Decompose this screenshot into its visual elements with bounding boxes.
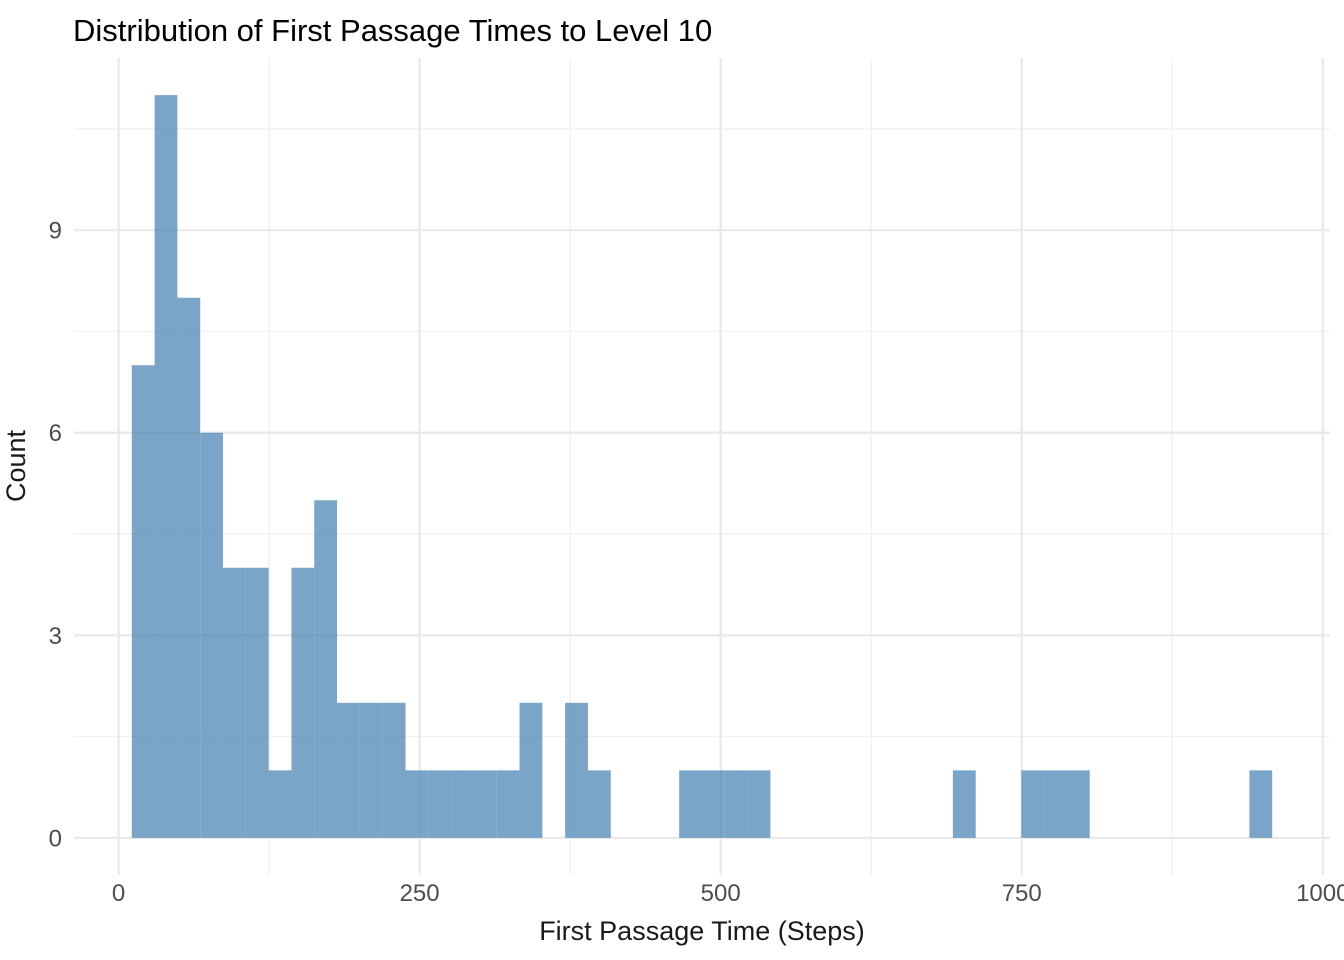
histogram-bar	[473, 770, 497, 838]
y-tick-label: 3	[49, 623, 62, 650]
histogram-bar	[587, 770, 611, 838]
histogram-bar	[405, 770, 429, 838]
x-tick-label: 250	[400, 880, 440, 907]
y-axis-tick-labels: 0 3 6 9	[49, 218, 62, 853]
histogram-bar	[223, 567, 246, 838]
x-tick-label: 750	[1002, 880, 1042, 907]
histogram-bar	[496, 770, 520, 838]
histogram-bar	[177, 297, 201, 838]
x-tick-label: 0	[112, 880, 125, 907]
histogram-bar	[131, 365, 155, 838]
histogram-bar	[1066, 770, 1090, 838]
histogram-bar	[1044, 770, 1067, 838]
histogram-bar	[200, 432, 224, 838]
histogram-bar	[565, 702, 588, 838]
histogram-bar	[679, 770, 702, 838]
histogram-bar	[337, 702, 360, 838]
x-axis-tick-labels: 0 250 500 750 1000	[112, 880, 1344, 907]
histogram-bar	[314, 500, 338, 838]
x-tick-label: 500	[701, 880, 741, 907]
x-tick-label: 1000	[1296, 880, 1344, 907]
chart-title: Distribution of First Passage Times to L…	[73, 13, 712, 48]
histogram-bar	[702, 770, 725, 838]
minor-gridlines	[74, 58, 1330, 875]
histogram-bar	[451, 770, 474, 838]
histogram-bar	[952, 770, 976, 838]
histogram-bar	[268, 770, 292, 838]
x-axis-title: First Passage Time (Steps)	[539, 916, 865, 946]
histogram-bar	[519, 702, 543, 838]
histogram-bar	[359, 702, 383, 838]
histogram-bars	[131, 95, 1273, 838]
y-tick-label: 6	[49, 420, 62, 447]
histogram-bar	[724, 770, 748, 838]
histogram-bar	[1021, 770, 1045, 838]
histogram-bar	[747, 770, 771, 838]
histogram-bar	[245, 567, 269, 838]
histogram-bar	[428, 770, 452, 838]
y-tick-label: 0	[49, 825, 62, 852]
histogram-bar	[154, 95, 178, 838]
y-axis-title: Count	[1, 429, 31, 502]
y-tick-label: 9	[49, 218, 62, 245]
histogram-bar	[1249, 770, 1273, 838]
histogram-bar	[382, 702, 406, 838]
histogram-bar	[291, 567, 315, 838]
